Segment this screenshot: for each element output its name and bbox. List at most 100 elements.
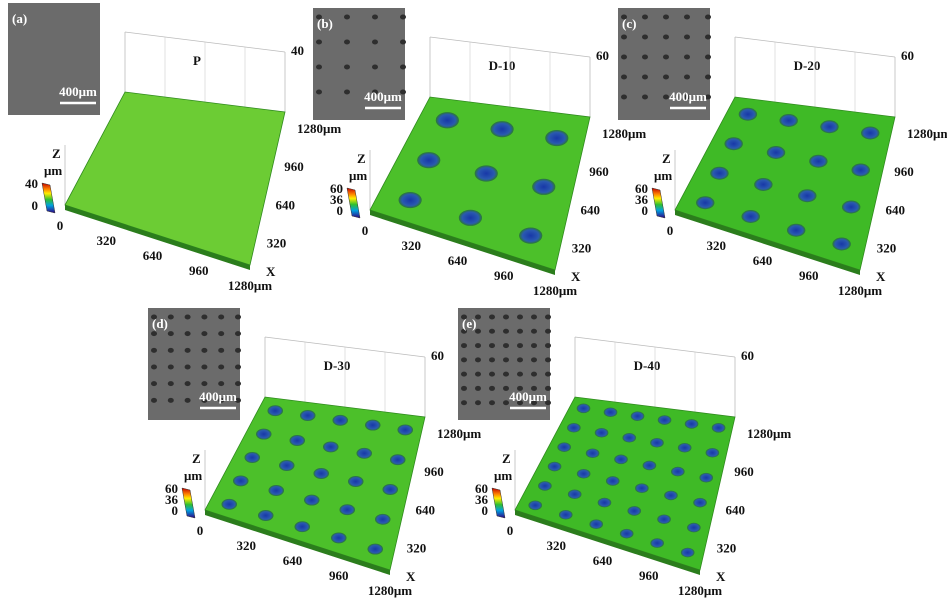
y-tick-label: 320	[877, 241, 897, 256]
dimple	[490, 121, 514, 138]
sem-dimple	[201, 381, 208, 387]
dimple	[221, 498, 238, 510]
colorbar-tick: 60	[165, 481, 178, 496]
dimple	[851, 163, 870, 177]
sem-dimple	[684, 14, 690, 20]
scale-bar-label: 400μm	[199, 389, 237, 404]
sem-dimple	[372, 64, 378, 70]
sem-dimple	[218, 347, 225, 353]
x-tick-label: 0	[197, 523, 204, 538]
surface	[369, 96, 591, 271]
sem-dimple	[503, 328, 509, 334]
x-tick-label: 640	[448, 253, 468, 268]
sem-dimple	[461, 328, 467, 334]
x-axis-label: X	[716, 569, 726, 584]
dimple	[766, 146, 786, 159]
x-tick-label: 0	[507, 523, 514, 538]
dimple	[332, 414, 349, 426]
sem-dimple	[316, 39, 322, 45]
dimple	[435, 112, 459, 129]
sem-dimple	[663, 74, 669, 80]
dimple	[532, 178, 556, 195]
colorbar-tick: 36	[330, 192, 344, 207]
colorbar	[181, 487, 196, 519]
sem-dimple	[461, 314, 467, 320]
sem-dimple	[461, 385, 467, 391]
sem-dimple	[151, 331, 157, 337]
sem-dimple	[705, 34, 711, 40]
sem-dimple	[489, 371, 495, 377]
panel: (a)400μmP40Z1280μm9606403200320640960128…	[8, 3, 341, 293]
z-axis-label: Z	[52, 146, 61, 161]
dimple	[680, 547, 695, 558]
sem-dimple	[400, 14, 406, 20]
dimple	[786, 223, 806, 237]
x-tick-label: 320	[707, 238, 727, 253]
sem-dimple	[705, 54, 711, 60]
panel-title: D-10	[489, 58, 516, 73]
panel-title: D-30	[324, 358, 351, 373]
sem-dimple	[201, 347, 208, 353]
sem-dimple	[531, 328, 537, 334]
sem-dimple	[316, 64, 322, 70]
y-tick-label: 960	[424, 464, 444, 479]
x-tick-label: 1280μm	[228, 278, 272, 293]
sem-dimple	[684, 54, 690, 60]
colorbar-tick: 36	[475, 492, 489, 507]
dimple	[724, 137, 743, 151]
sem-dimple	[663, 14, 669, 20]
panel-title: D-40	[634, 358, 661, 373]
sem-dimple	[621, 94, 627, 100]
y-tick-label: 1280μm	[907, 126, 947, 141]
sem-dimple	[642, 94, 648, 100]
y-tick-label: 640	[581, 202, 601, 217]
sem-dimple	[705, 14, 711, 20]
sem-dimple	[517, 371, 523, 377]
dimple	[374, 513, 391, 525]
colorbar-unit: μm	[349, 168, 367, 183]
sem-dimple	[642, 34, 648, 40]
sem-dimple	[151, 314, 157, 320]
colorbar-unit: μm	[494, 468, 512, 483]
z-axis-top: 60	[741, 348, 754, 363]
x-tick-label: 640	[143, 248, 163, 263]
dimple	[289, 435, 306, 446]
sem-dimple	[151, 347, 157, 353]
dimple	[232, 475, 249, 487]
sem-dimple	[167, 381, 174, 387]
sem-dimple	[461, 343, 467, 349]
panel-title: P	[193, 53, 201, 68]
colorbar	[651, 187, 666, 219]
dimple	[754, 178, 773, 191]
sem-dimple	[531, 314, 537, 320]
colorbar-tick: 0	[32, 198, 39, 213]
sem-dimple	[503, 385, 509, 391]
colorbar-tick: 36	[635, 192, 649, 207]
panel: (e) 400μm D-40 60 Z 1280μm 960 640 320 0 320 640 960…	[458, 308, 791, 598]
sem-dimple	[184, 314, 191, 320]
sem-dimple	[167, 314, 174, 320]
sem-dimple	[621, 54, 627, 60]
colorbar-tick: 0	[172, 503, 179, 518]
colorbar	[346, 187, 361, 219]
dimple	[861, 126, 880, 140]
dimple	[642, 460, 657, 471]
y-tick-label: 320	[717, 541, 737, 556]
dimple	[614, 454, 628, 465]
sem-dimple	[167, 397, 174, 403]
z-axis-top: 60	[901, 48, 914, 63]
panel-label: (b)	[317, 16, 333, 31]
sem-image	[313, 8, 405, 120]
dimple	[339, 504, 356, 516]
sem-dimple	[167, 364, 174, 370]
dimple	[619, 528, 634, 539]
dimple	[832, 237, 851, 251]
sem-dimple	[545, 343, 551, 349]
z-axis-top: 60	[596, 48, 609, 63]
sem-dimple	[531, 343, 537, 349]
dimple	[677, 442, 692, 453]
dimple	[278, 460, 295, 471]
sem-dimple	[461, 371, 467, 377]
panel-label: (a)	[12, 11, 27, 26]
